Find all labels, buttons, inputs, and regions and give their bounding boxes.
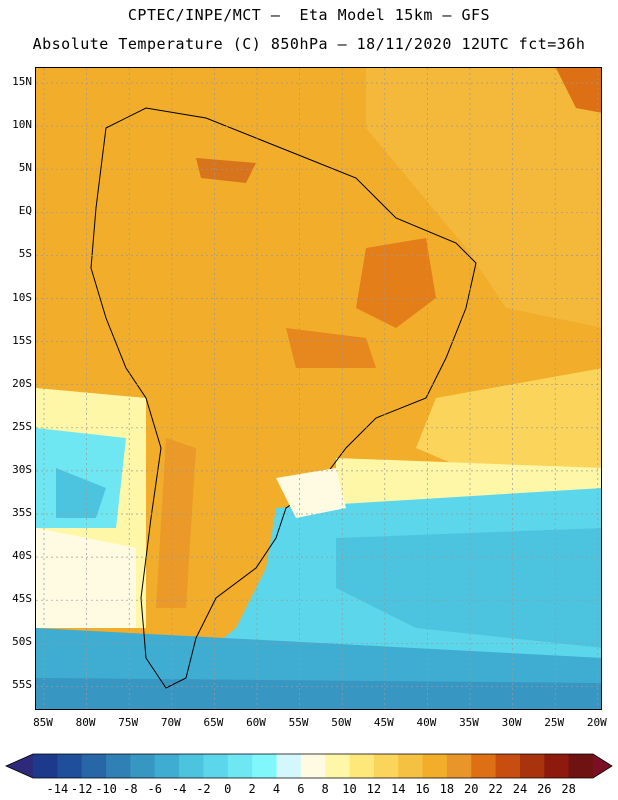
colorbar-label: 26	[537, 782, 552, 796]
lat-label: 5N	[18, 161, 32, 175]
colorbar-max-arrow	[593, 754, 612, 778]
colorbar-label: 20	[464, 782, 479, 796]
colorbar-segment	[300, 754, 326, 778]
colorbar-segment	[276, 754, 302, 778]
lat-label: 55S	[12, 678, 32, 692]
lon-label: 80W	[75, 716, 96, 729]
lon-label: 60W	[246, 716, 266, 729]
lat-label: 45S	[12, 592, 32, 606]
colorbar-label: 16	[415, 782, 430, 796]
colorbar-label: 22	[488, 782, 503, 796]
lat-label: 50S	[12, 635, 32, 649]
lat-label: 25S	[12, 419, 32, 433]
pacific-cold-spot	[56, 468, 106, 518]
colorbar-segment	[203, 754, 229, 778]
lat-label: 15N	[12, 75, 32, 88]
colorbar-label: 4	[272, 782, 281, 796]
colorbar-label: 12	[366, 782, 382, 796]
lat-label: 20S	[12, 376, 32, 390]
lon-label: 20W	[586, 716, 607, 729]
temperature-map	[35, 67, 602, 710]
colorbar-segment	[568, 754, 594, 778]
colorbar-min-arrow	[6, 754, 33, 778]
colorbar-segment	[81, 754, 107, 778]
lon-label: 40W	[416, 716, 437, 729]
colorbar-segment	[544, 754, 570, 778]
colorbar-label: 0	[224, 782, 232, 796]
hot-area-northeast-brazil	[356, 238, 436, 328]
lon-label: 45W	[373, 716, 394, 729]
lon-label: 55W	[288, 716, 309, 729]
lat-label: 35S	[12, 506, 32, 519]
colorbar-label: -4	[171, 782, 187, 796]
hot-spot-ne	[556, 68, 601, 113]
lon-label: 25W	[544, 716, 565, 729]
atlantic-warm-area	[366, 68, 601, 328]
lat-lon-grid	[36, 68, 601, 709]
colorbar-segment	[130, 754, 156, 778]
hot-area-andes	[156, 438, 196, 608]
colorbar-segment	[349, 754, 375, 778]
lon-label: 75W	[118, 716, 139, 729]
colorbar-label: 28	[561, 782, 576, 796]
colorbar-label: 2	[248, 782, 256, 796]
colorbar-label: -14	[46, 782, 69, 796]
colorbar-segment	[422, 754, 448, 778]
pacific-pale	[36, 528, 136, 628]
temperature-field	[36, 68, 601, 709]
colorbar	[5, 753, 613, 779]
colorbar-segment	[106, 754, 131, 778]
title-line-2: Absolute Temperature (C) 850hPa – 18/11/…	[32, 35, 586, 53]
colorbar-label: -8	[123, 782, 138, 796]
lat-label: 40S	[12, 549, 32, 563]
lon-label: 65W	[203, 716, 224, 729]
colorbar-label: 24	[512, 782, 528, 796]
lat-label: 30S	[12, 462, 32, 476]
colorbar-segment	[495, 754, 521, 778]
colorbar-segment	[471, 754, 497, 778]
colorbar-segment	[57, 754, 83, 778]
lat-label: 10N	[12, 118, 32, 132]
colorbar-label: -10	[95, 782, 117, 796]
colorbar-outline	[5, 753, 613, 779]
colorbar-segment	[373, 754, 399, 778]
south-america-outline	[90, 107, 477, 689]
lon-label: 70W	[160, 716, 181, 729]
colorbar-segment	[154, 754, 180, 778]
title-line-1: CPTEC/INPE/MCT – Eta Model 15km – GFS	[127, 6, 491, 24]
colorbar-label: 18	[439, 782, 455, 796]
colorbar-label: -12	[70, 782, 93, 796]
colorbar-segment	[398, 754, 424, 778]
lat-label: 10S	[12, 290, 32, 304]
lat-label: 5S	[18, 247, 32, 261]
colorbar-segment	[252, 754, 277, 778]
colorbar-label: 6	[297, 782, 305, 796]
hot-area-central-brazil	[286, 328, 376, 368]
lon-label: 85W	[33, 716, 53, 729]
colorbar-label: 8	[321, 782, 329, 796]
southern-ocean-cold	[336, 528, 601, 648]
south-atlantic-yellow	[416, 368, 601, 488]
colorbar-segment	[179, 754, 204, 778]
lon-label: 35W	[459, 716, 479, 729]
hot-area-venezuela	[196, 158, 256, 183]
uruguay-cool-area	[276, 468, 346, 518]
colorbar-segment	[446, 754, 472, 778]
lon-label: 30W	[501, 716, 522, 729]
far-south-colder	[36, 678, 601, 709]
colorbar-label: 14	[390, 782, 406, 796]
colorbar-label: -6	[147, 782, 162, 796]
lat-label: 15S	[12, 333, 32, 347]
lat-label: EQ	[18, 204, 32, 218]
lon-label: 50W	[331, 716, 352, 729]
colorbar-segment	[325, 754, 351, 778]
colorbar-segment	[519, 754, 545, 778]
colorbar-label: 10	[342, 782, 357, 796]
colorbar-segment	[227, 754, 253, 778]
colorbar-segment	[33, 754, 58, 778]
colorbar-label: -2	[196, 782, 211, 796]
